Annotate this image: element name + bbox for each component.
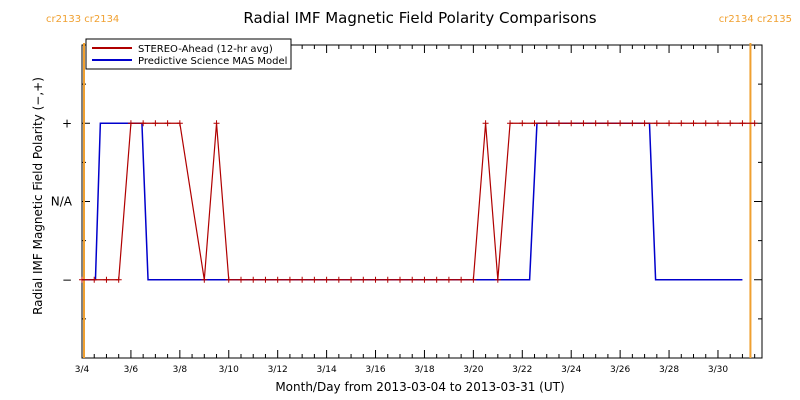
series-point-stereo [409,276,416,283]
series-point-stereo [580,120,587,127]
carrington-label-left: cr2133 cr2134 [46,14,119,25]
y-tick-label: N/A [51,195,73,209]
series-point-stereo [470,276,477,283]
x-tick-label: 3/20 [463,365,483,375]
x-tick-label: 3/28 [659,365,679,375]
series-point-stereo [225,276,232,283]
series-point-stereo [140,120,147,127]
y-tick-label: − [62,273,72,287]
series-point-stereo [384,276,391,283]
x-tick-labels: 3/4 3/6 3/8 3/10 3/12 3/14 3/16 3/18 3/20 3/22 3/2… [75,365,729,375]
series-point-stereo [274,276,281,283]
series-point-stereo [592,120,599,127]
legend: STEREO-Ahead (12-hr avg) Predictive Scie… [85,38,292,70]
plot-area [81,44,763,359]
series-point-stereo [286,276,293,283]
series-line-stereo [82,122,755,281]
series-point-stereo [103,276,110,283]
legend-box [85,38,292,70]
y-tick-label: + [62,116,72,130]
series-point-stereo [348,276,355,283]
series-point-stereo [458,276,465,283]
series-point-stereo [727,120,734,127]
series-point-stereo [262,276,269,283]
series-point-stereo [519,120,526,127]
x-tick-label: 3/16 [365,365,385,375]
x-tick-label: 3/26 [610,365,630,375]
x-tick-label: 3/30 [708,365,728,375]
x-tick-label: 3/4 [75,365,90,375]
series-point-stereo [568,120,575,127]
series-point-stereo [372,276,379,283]
carrington-rotation-lines [83,43,752,358]
series-point-stereo [433,276,440,283]
series-point-stereo [690,120,697,127]
series-point-stereo [127,120,134,127]
x-axis-label: Month/Day from 2013-03-04 to 2013-03-31 … [275,380,564,394]
series-point-stereo [653,120,660,127]
x-tick-label: 3/6 [124,365,139,375]
y-tick-labels: + N/A − [51,116,73,287]
x-tick-label: 3/22 [512,365,532,375]
series-point-stereo [617,120,624,127]
series-point-stereo [739,120,746,127]
carrington-label-right: cr2134 cr2135 [719,14,792,25]
series-point-stereo [531,120,538,127]
series-point-stereo [79,276,85,283]
series-point-stereo [396,276,403,283]
x-tick-label: 3/24 [561,365,581,375]
series-point-stereo [250,276,257,283]
series-point-stereo [507,120,514,127]
legend-label-stereo: STEREO-Ahead (12-hr avg) [138,44,273,55]
series-point-stereo [311,276,318,283]
x-tick-label: 3/12 [268,365,288,375]
x-tick-label: 3/18 [414,365,434,375]
series-point-stereo [751,120,758,127]
series-point-stereo [335,276,342,283]
series-point-stereo [164,120,171,127]
plot-frame [81,44,763,359]
series-point-stereo [714,120,721,127]
series-layer [79,120,758,283]
series-point-stereo [299,276,306,283]
series-point-stereo [494,276,501,283]
series-point-stereo [201,276,208,283]
series-point-stereo [641,120,648,127]
series-point-stereo [678,120,685,127]
series-point-stereo [482,120,489,127]
series-point-stereo [702,120,709,127]
series-point-stereo [555,120,562,127]
series-point-stereo [152,120,159,127]
series-point-stereo [629,120,636,127]
series-point-stereo [91,276,98,283]
x-tick-label: 3/8 [173,365,188,375]
x-tick-label: 3/10 [219,365,239,375]
legend-label-model: Predictive Science MAS Model [138,56,287,67]
series-point-stereo [213,120,220,127]
axis-ticks [81,44,762,359]
series-point-stereo [237,276,244,283]
x-tick-label: 3/14 [316,365,336,375]
chart-title: Radial IMF Magnetic Field Polarity Compa… [243,9,596,27]
series-point-stereo [115,276,122,283]
series-point-stereo [421,276,428,283]
series-point-stereo [176,120,183,127]
series-line-model [82,122,743,281]
series-point-stereo [604,120,611,127]
series-point-stereo [445,276,452,283]
series-point-stereo [323,276,330,283]
y-axis-label: Radial IMF Magnetic Field Polarity (−,+) [31,77,45,315]
series-point-stereo [666,120,673,127]
series-point-stereo [360,276,367,283]
series-point-stereo [543,120,550,127]
